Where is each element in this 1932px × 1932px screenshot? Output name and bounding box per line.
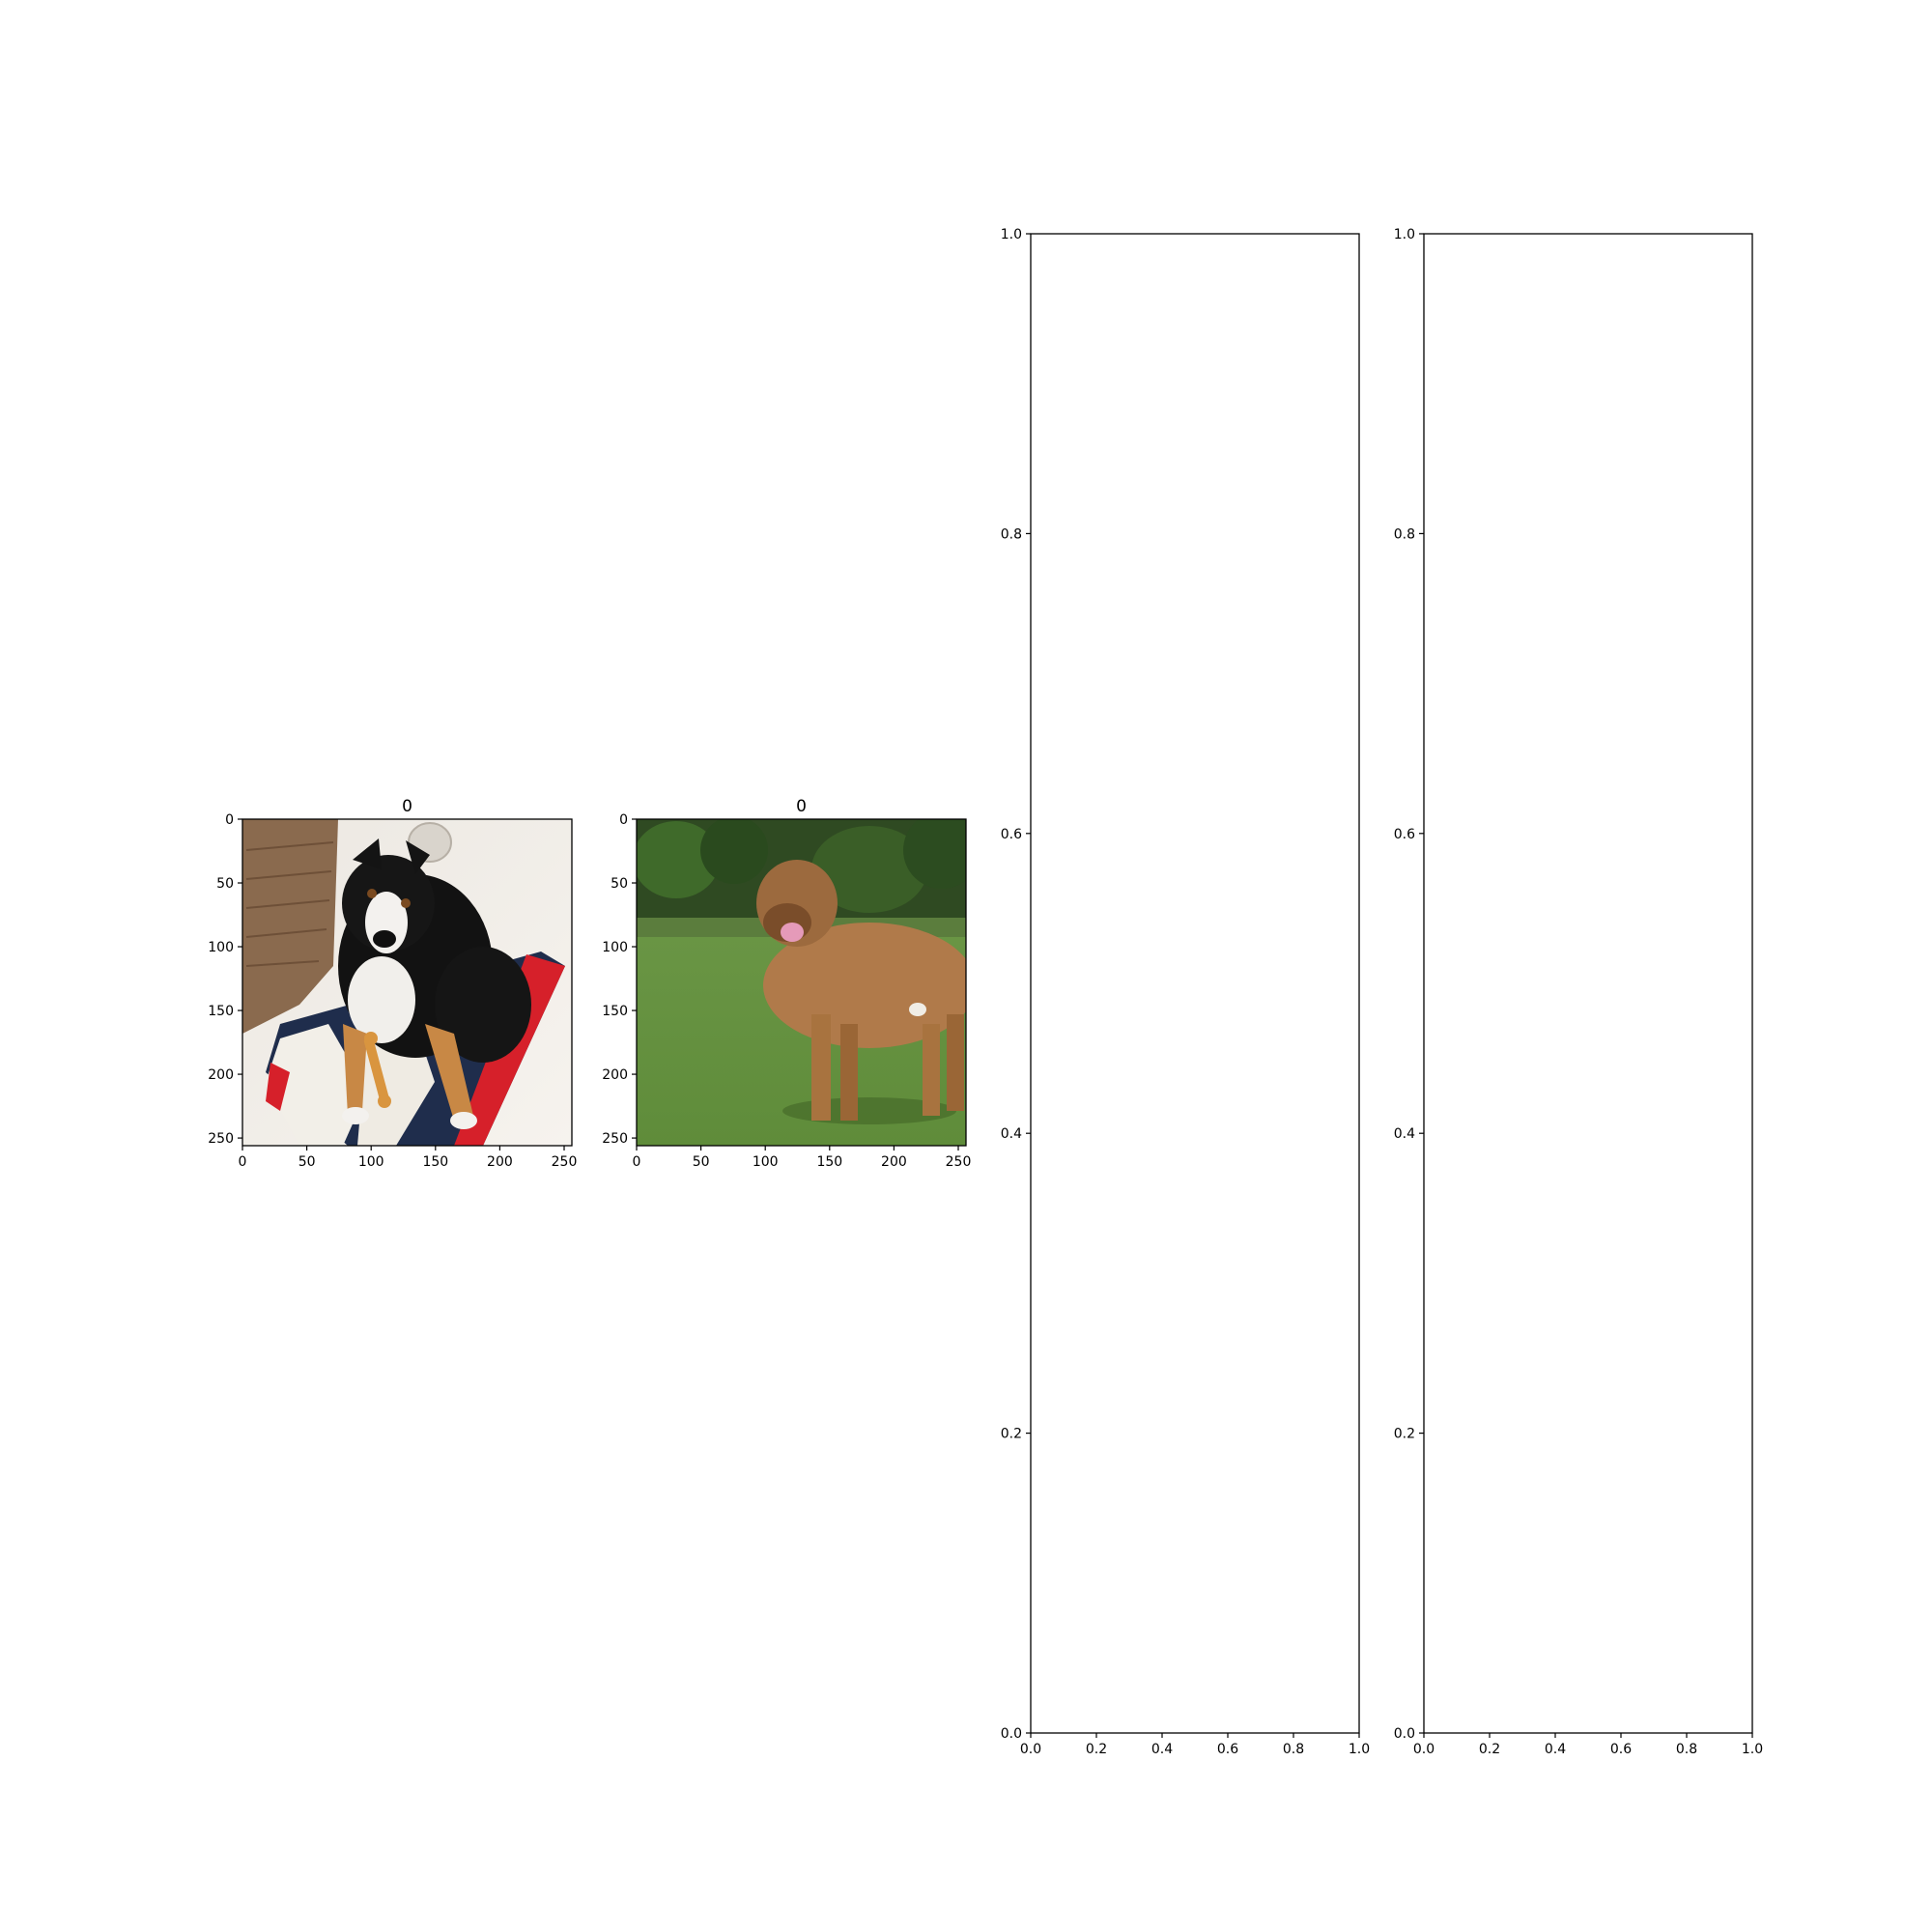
y-tick-label: 0.4 <box>1001 1126 1022 1142</box>
x-tick-label: 0 <box>633 1154 641 1170</box>
subplot-3: 0.0 0.2 0.4 0.6 0.8 1.0 0.0 0.2 0.4 0.6 0.8 1.0 <box>1001 227 1370 1757</box>
y-tick-label: 250 <box>602 1131 628 1147</box>
ticks-3: 0.0 0.2 0.4 0.6 0.8 1.0 0.0 0.2 0.4 0.6 0.8 1.0 <box>1001 227 1370 1757</box>
x-tick-label: 1.0 <box>1349 1742 1370 1757</box>
x-tick-label: 0.0 <box>1413 1742 1435 1757</box>
y-tick-label: 1.0 <box>1394 227 1415 242</box>
x-tick-label: 0.8 <box>1676 1742 1697 1757</box>
axes-frame-2 <box>636 818 967 1147</box>
subplot-title-2: 0 <box>796 797 807 816</box>
subplot-1: 0 0 50 100 150 200 250 0 50 100 150 200 250 <box>208 797 577 1170</box>
x-tick-label: 0.4 <box>1151 1742 1173 1757</box>
x-tick-label: 1.0 <box>1742 1742 1763 1757</box>
y-tick-label: 0.0 <box>1001 1726 1022 1742</box>
y-tick-label: 0.2 <box>1001 1427 1022 1442</box>
y-tick-label: 100 <box>208 940 234 955</box>
y-tick-label: 1.0 <box>1001 227 1022 242</box>
ticks-1: 0 50 100 150 200 250 0 50 100 150 200 250 <box>208 812 577 1170</box>
axes-frame-4 <box>1423 233 1753 1734</box>
dog-image-1 <box>242 819 572 1146</box>
y-tick-label: 0.2 <box>1394 1427 1415 1442</box>
y-tick-label: 0.4 <box>1394 1126 1415 1142</box>
x-tick-label: 150 <box>816 1154 842 1170</box>
y-tick-label: 0.0 <box>1394 1726 1415 1742</box>
y-tick-label: 250 <box>208 1131 234 1147</box>
x-tick-label: 200 <box>881 1154 907 1170</box>
x-tick-label: 200 <box>487 1154 513 1170</box>
x-tick-label: 100 <box>358 1154 384 1170</box>
ticks-4: 0.0 0.2 0.4 0.6 0.8 1.0 0.0 0.2 0.4 0.6 0.8 1.0 <box>1394 227 1763 1757</box>
y-tick-label: 50 <box>216 876 234 892</box>
x-tick-label: 150 <box>422 1154 448 1170</box>
x-tick-label: 0 <box>239 1154 247 1170</box>
x-tick-label: 0.4 <box>1545 1742 1566 1757</box>
dog-image-2 <box>637 819 966 1146</box>
x-tick-label: 0.2 <box>1479 1742 1500 1757</box>
y-tick-label: 200 <box>208 1067 234 1083</box>
y-tick-label: 100 <box>602 940 628 955</box>
x-tick-label: 0.6 <box>1217 1742 1238 1757</box>
y-tick-label: 0.8 <box>1394 526 1415 542</box>
x-tick-label: 250 <box>946 1154 972 1170</box>
y-tick-label: 0 <box>619 812 628 828</box>
subplot-2: 0 0 50 100 150 200 250 0 50 100 150 200 250 <box>602 797 971 1170</box>
subplot-4: 0.0 0.2 0.4 0.6 0.8 1.0 0.0 0.2 0.4 0.6 0.8 1.0 <box>1394 227 1763 1757</box>
y-tick-label: 0.8 <box>1001 526 1022 542</box>
x-tick-label: 0.0 <box>1020 1742 1041 1757</box>
subplot-title-1: 0 <box>402 797 412 816</box>
y-tick-label: 200 <box>602 1067 628 1083</box>
x-tick-label: 100 <box>753 1154 779 1170</box>
y-tick-label: 0.6 <box>1001 827 1022 842</box>
x-tick-label: 0.6 <box>1610 1742 1632 1757</box>
x-tick-label: 250 <box>552 1154 578 1170</box>
y-tick-label: 0.6 <box>1394 827 1415 842</box>
axes-frame-1 <box>242 818 573 1147</box>
x-tick-label: 50 <box>298 1154 316 1170</box>
y-tick-label: 50 <box>611 876 628 892</box>
ticks-2: 0 50 100 150 200 250 0 50 100 150 200 250 <box>602 812 971 1170</box>
y-tick-label: 150 <box>602 1004 628 1019</box>
y-tick-label: 150 <box>208 1004 234 1019</box>
x-tick-label: 50 <box>693 1154 710 1170</box>
y-tick-label: 0 <box>225 812 234 828</box>
x-tick-label: 0.8 <box>1283 1742 1304 1757</box>
axes-frame-3 <box>1030 233 1360 1734</box>
x-tick-label: 0.2 <box>1086 1742 1107 1757</box>
